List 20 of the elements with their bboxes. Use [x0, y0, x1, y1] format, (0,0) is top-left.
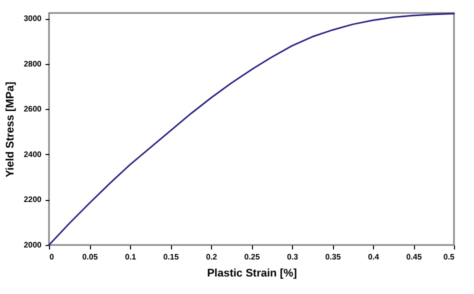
x-tick-label: 0.45: [406, 252, 422, 262]
line-series: [48, 12, 455, 246]
y-tick-label: 2000: [24, 240, 42, 250]
x-tick-label: 0.5: [443, 252, 456, 262]
y-axis-title: Yield Stress [MPa]: [4, 81, 17, 178]
y-tick-label: 2400: [24, 150, 42, 159]
x-tick-label: 0.25: [244, 252, 260, 262]
x-tick-label: 0.4: [368, 252, 380, 262]
x-tick-label: 0.35: [325, 252, 342, 262]
y-tick-label: 2800: [24, 59, 42, 68]
x-tick-label: 0.15: [163, 252, 180, 262]
y-tick-label: 2200: [24, 195, 42, 204]
x-tick-label: 0.1: [124, 252, 137, 262]
y-tick-label: 3000: [24, 14, 42, 24]
x-tick-label: 0.2: [206, 252, 218, 262]
x-tick-label: 0: [50, 252, 54, 262]
y-tick-label: 2600: [24, 104, 42, 114]
x-tick-label: 0.05: [82, 252, 98, 262]
x-axis-title: Plastic Strain [%]: [207, 268, 298, 280]
x-tick-label: 0.3: [286, 252, 299, 262]
